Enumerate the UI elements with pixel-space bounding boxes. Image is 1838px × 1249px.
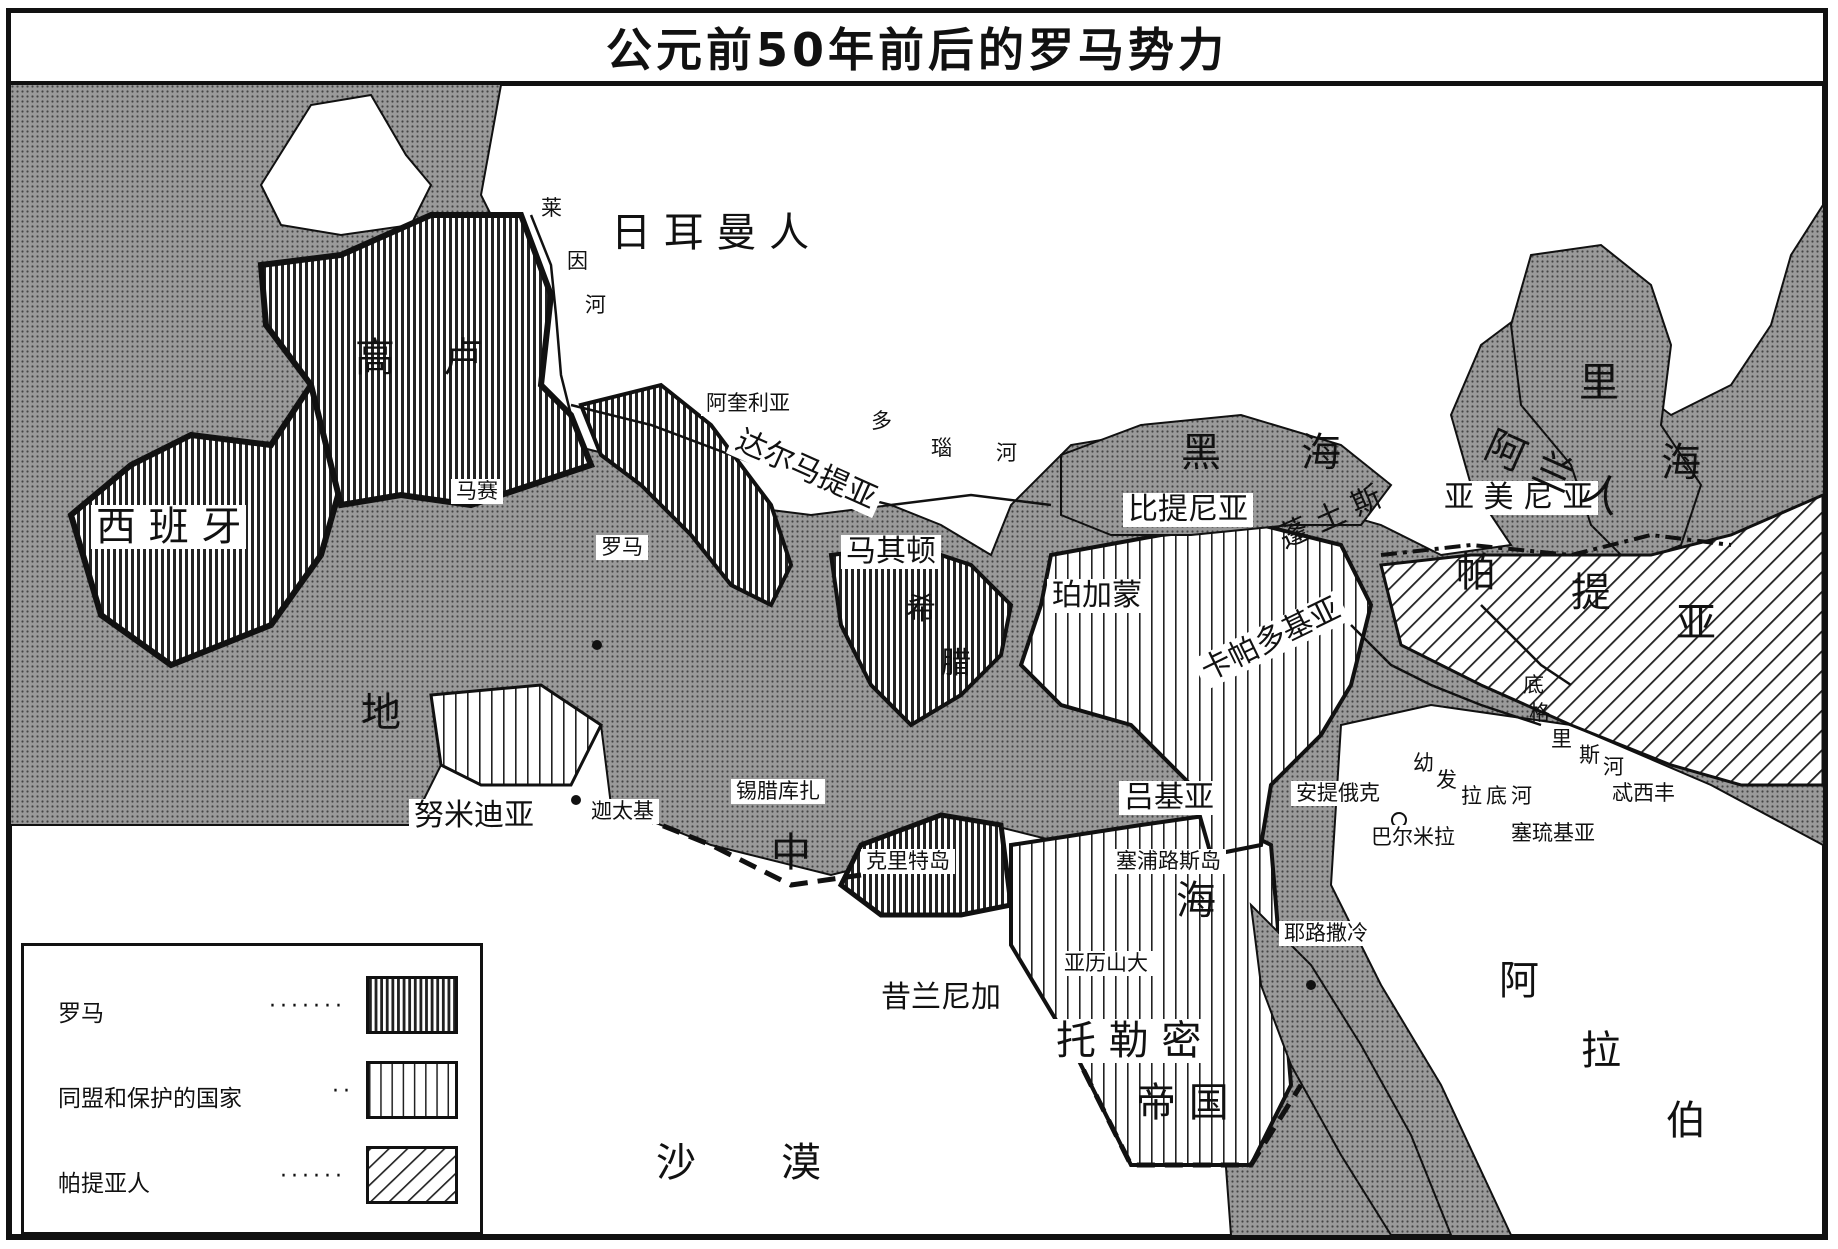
sea-red bbox=[1249, 902, 1453, 1235]
label-numidia: 努米迪亚 bbox=[409, 799, 539, 833]
label-greece-1: 希 bbox=[906, 592, 936, 627]
label-rome: 罗马 bbox=[596, 535, 648, 560]
label-massilia: 马赛 bbox=[451, 479, 503, 504]
label-palmyra: 巴尔米拉 bbox=[1366, 825, 1460, 850]
label-antioch: 安提俄克 bbox=[1291, 781, 1385, 806]
label-tigris-3: 里 bbox=[1551, 727, 1572, 751]
label-germans: 日 耳 曼 人 bbox=[611, 210, 810, 256]
label-ptolemaic-1: 托 勒 密 bbox=[1051, 1019, 1207, 1063]
label-lycia: 吕基亚 bbox=[1119, 781, 1219, 815]
label-danube-3: 河 bbox=[996, 441, 1017, 465]
river-tigris bbox=[1480, 604, 1572, 687]
label-cyrenaica: 昔兰尼加 bbox=[876, 981, 1006, 1015]
legend-item-parthia: 帕提亚人 ······ bbox=[58, 1146, 458, 1206]
label-tigris-5: 河 bbox=[1603, 755, 1624, 779]
legend-swatch-ally bbox=[366, 1061, 458, 1119]
label-gaul-1: 高 bbox=[355, 335, 395, 381]
legend: 罗马 ······· 同盟和保护的国家 ·· 帕提亚人 ······ bbox=[21, 943, 483, 1235]
label-euphrates-5: 河 bbox=[1511, 784, 1532, 808]
title-bar: 公元前50年前后的罗马势力 bbox=[11, 13, 1823, 85]
label-pergamon: 珀加蒙 bbox=[1047, 579, 1147, 613]
legend-leader: ·· bbox=[332, 1079, 354, 1104]
label-tigris-4: 斯 bbox=[1579, 743, 1600, 767]
legend-leader: ······· bbox=[269, 994, 346, 1019]
legend-leader: ······ bbox=[280, 1164, 346, 1189]
legend-label: 罗马 bbox=[58, 1001, 104, 1027]
label-aquileia: 阿奎利亚 bbox=[701, 391, 795, 416]
label-ptolemaic-2: 帝 国 bbox=[1136, 1080, 1229, 1126]
label-danube-2: 瑙 bbox=[931, 436, 952, 460]
label-crete: 克里特岛 bbox=[861, 849, 955, 874]
label-gaul-2: 卢 bbox=[443, 335, 483, 381]
label-arabia-2: 拉 bbox=[1581, 1028, 1621, 1074]
city-carthage-marker bbox=[571, 795, 581, 805]
label-caspian-1: 里 bbox=[1579, 360, 1619, 406]
label-caspian-2: 海 bbox=[1661, 440, 1701, 486]
label-arabia-3: 伯 bbox=[1666, 1098, 1706, 1144]
label-syracuse: 锡腊库扎 bbox=[731, 779, 825, 804]
label-med-sea-3: 海 bbox=[1176, 878, 1216, 924]
label-rhine-2: 因 bbox=[567, 249, 588, 273]
label-greece-2: 腊 bbox=[941, 646, 971, 681]
river-euphrates bbox=[1350, 624, 1542, 727]
label-tigris-1: 底 bbox=[1523, 673, 1544, 697]
label-euphrates-3: 拉 bbox=[1461, 784, 1482, 808]
label-ctesiphon: 忒西丰 bbox=[1607, 781, 1680, 806]
label-black-sea-1: 黑 bbox=[1181, 430, 1221, 476]
label-arabia-1: 阿 bbox=[1499, 958, 1539, 1004]
frontier-parthia bbox=[1380, 532, 1732, 558]
region-parthia bbox=[1379, 493, 1823, 787]
label-parthia-3: 亚 bbox=[1676, 600, 1716, 646]
city-rome-marker bbox=[592, 640, 602, 650]
label-euphrates-4: 底 bbox=[1486, 784, 1507, 808]
label-bithynia: 比提尼亚 bbox=[1123, 493, 1253, 527]
legend-item-rome: 罗马 ······· bbox=[58, 976, 458, 1036]
region-gaul bbox=[257, 212, 595, 509]
label-parthia-1: 帕 bbox=[1456, 550, 1496, 596]
label-rhine-3: 河 bbox=[585, 293, 606, 317]
label-tigris-2: 格 bbox=[1529, 701, 1550, 725]
label-jerusalem: 耶路撒冷 bbox=[1279, 921, 1373, 946]
label-parthia-2: 提 bbox=[1571, 570, 1611, 616]
sea-caspian bbox=[1509, 243, 1703, 567]
region-greece bbox=[828, 542, 1014, 728]
region-numidia bbox=[429, 683, 603, 787]
label-spain: 西 班 牙 bbox=[91, 505, 247, 549]
label-euphrates-2: 发 bbox=[1436, 768, 1457, 792]
city-jerusalem-marker bbox=[1306, 980, 1316, 990]
label-rhine-1: 莱 bbox=[541, 196, 562, 220]
region-ptolemaic bbox=[1009, 812, 1294, 1167]
label-euphrates-1: 幼 bbox=[1413, 751, 1434, 775]
legend-swatch-rome bbox=[366, 976, 458, 1034]
land-britain bbox=[259, 93, 433, 237]
label-armenia: 亚 美 尼 亚 bbox=[1439, 481, 1598, 515]
label-danube-1: 多 bbox=[871, 409, 892, 433]
legend-label: 同盟和保护的国家 bbox=[58, 1086, 242, 1112]
legend-swatch-parthia bbox=[366, 1146, 458, 1204]
map-frame: 公元前50年前后的罗马势力 bbox=[6, 8, 1828, 1240]
label-desert-2: 漠 bbox=[781, 1140, 821, 1186]
label-alexandria: 亚历山大 bbox=[1059, 951, 1153, 976]
label-seleucia: 塞琉基亚 bbox=[1506, 821, 1600, 846]
page-title: 公元前50年前后的罗马势力 bbox=[605, 23, 1228, 77]
label-med-sea-1: 地 bbox=[361, 690, 401, 736]
river-rhine bbox=[529, 214, 573, 416]
frontier-egypt bbox=[1068, 1043, 1304, 1168]
legend-item-ally: 同盟和保护的国家 ·· bbox=[58, 1061, 458, 1121]
label-macedonia: 马其顿 bbox=[841, 535, 941, 569]
label-med-sea-2: 中 bbox=[771, 830, 811, 876]
label-cyprus: 塞浦路斯岛 bbox=[1111, 849, 1226, 874]
region-italy bbox=[578, 382, 794, 608]
label-carthage: 迦太基 bbox=[586, 799, 659, 824]
label-desert-1: 沙 bbox=[656, 1140, 696, 1186]
label-black-sea-2: 海 bbox=[1301, 430, 1341, 476]
frontier-africa bbox=[610, 802, 862, 888]
legend-label: 帕提亚人 bbox=[58, 1171, 150, 1197]
